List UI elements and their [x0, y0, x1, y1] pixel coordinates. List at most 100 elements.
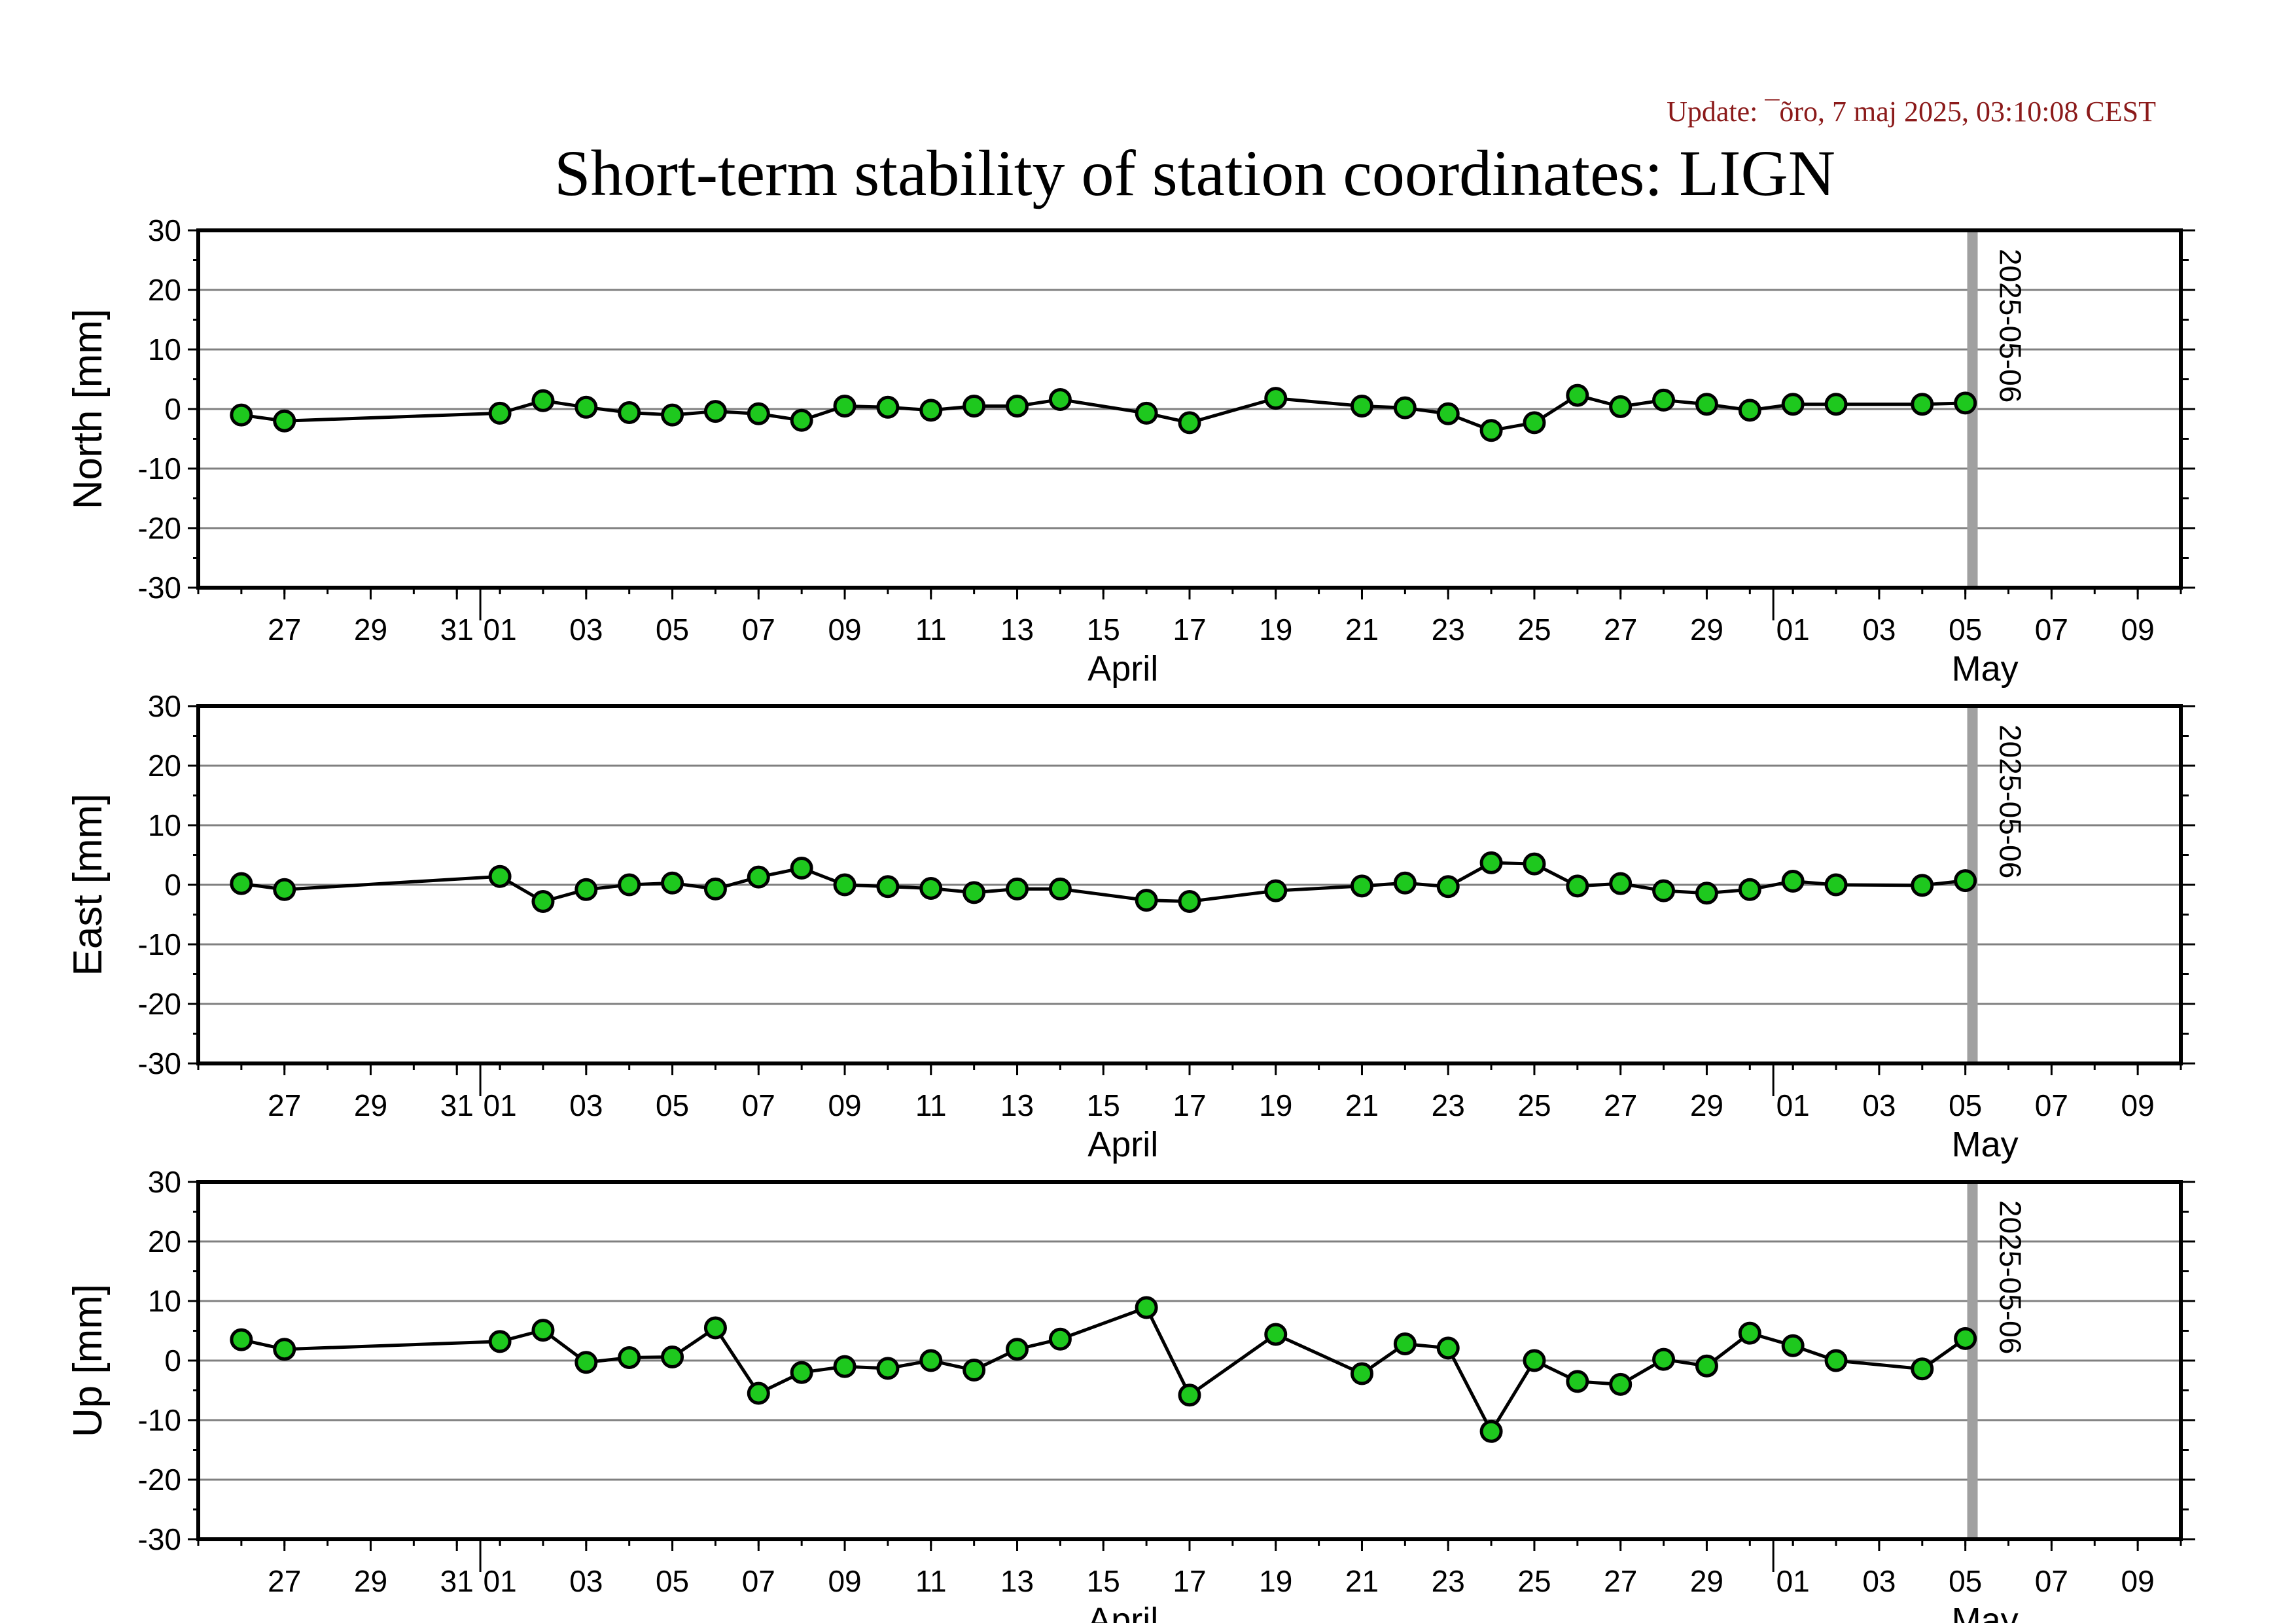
data-point	[1264, 879, 1288, 902]
data-point	[1824, 1349, 1848, 1372]
x-tick-label: 05	[1949, 1088, 1982, 1122]
x-tick-label: 09	[828, 1088, 861, 1122]
x-tick-label: 07	[2035, 1564, 2068, 1598]
data-point	[790, 857, 813, 880]
x-tick-label: 03	[1862, 1564, 1896, 1598]
x-tick-label: 01	[484, 613, 517, 647]
data-point	[876, 395, 900, 419]
plot-frame	[196, 1180, 2183, 1541]
month-label: May	[1952, 649, 2019, 688]
data-point	[230, 872, 253, 895]
x-tick-label: 27	[1604, 1564, 1637, 1598]
x-tick-label: 15	[1087, 1088, 1120, 1122]
month-label: May	[1952, 1125, 2019, 1164]
x-tick-label: 11	[915, 613, 947, 647]
x-tick-label: 15	[1087, 1564, 1120, 1598]
x-tick-label: 29	[354, 613, 387, 647]
y-tick-label: -30	[138, 1046, 181, 1080]
x-tick-label: 05	[656, 1088, 689, 1122]
x-tick-label: 25	[1517, 613, 1551, 647]
x-tick-label: 09	[828, 613, 861, 647]
data-point	[963, 394, 986, 418]
data-point	[1738, 878, 1761, 901]
x-tick-label: 07	[742, 613, 775, 647]
data-point	[1652, 1347, 1676, 1371]
data-point	[1609, 872, 1633, 895]
panel-up: 30 20 10 0 -10 -20 -30 27 29 31 01 03 05 07 09 11 13 15 17…	[65, 1165, 2195, 1623]
data-point	[1695, 1354, 1718, 1378]
data-point	[531, 389, 555, 412]
data-point	[747, 865, 770, 889]
x-tick-label: 07	[742, 1564, 775, 1598]
data-point	[1781, 393, 1805, 416]
data-point	[1135, 401, 1158, 425]
x-tick-label: 31	[440, 1088, 474, 1122]
x-tick-label: 09	[2121, 1088, 2155, 1122]
month-label: April	[1087, 1601, 1158, 1623]
data-point	[1048, 877, 1072, 901]
y-tick-label: 30	[148, 1165, 181, 1199]
date-marker-label: 2025-05-06	[1994, 249, 2028, 402]
data-point	[963, 881, 986, 904]
data-point	[1523, 411, 1546, 435]
data-point	[1566, 874, 1589, 898]
x-tick-label: 07	[742, 1088, 775, 1122]
y-tick-label: 30	[148, 689, 181, 723]
data-point	[1006, 1338, 1029, 1361]
data-point	[1738, 1321, 1761, 1345]
x-tick-label: 19	[1259, 1088, 1292, 1122]
y-tick-label: -10	[138, 1403, 181, 1437]
y-tick-label: -30	[138, 1522, 181, 1556]
data-point	[661, 871, 684, 895]
x-tick-label: 07	[2035, 613, 2068, 647]
data-point	[1350, 1362, 1373, 1385]
data-point	[747, 402, 770, 425]
data-point	[1479, 851, 1503, 874]
data-point	[1264, 387, 1288, 410]
y-tick-label: 0	[164, 392, 181, 426]
data-point	[1652, 879, 1676, 902]
data-point	[1048, 387, 1072, 411]
y-tick-label: 0	[164, 868, 181, 902]
data-point	[1954, 1327, 1977, 1350]
x-tick-label: 21	[1345, 1564, 1379, 1598]
data-point	[1393, 871, 1417, 895]
data-point	[1048, 1327, 1072, 1351]
data-point	[1479, 419, 1503, 442]
data-point	[661, 1346, 684, 1369]
data-point	[790, 408, 813, 432]
data-point	[747, 1382, 770, 1405]
x-tick-label: 01	[1776, 1564, 1810, 1598]
data-point	[230, 403, 253, 427]
data-point	[919, 876, 943, 900]
data-point	[963, 1359, 986, 1382]
y-axis-label: Up [mm]	[65, 1284, 111, 1437]
x-tick-label: 17	[1173, 613, 1206, 647]
data-point	[1781, 1334, 1805, 1357]
plot-frame	[196, 704, 2183, 1065]
data-point	[1436, 1336, 1460, 1360]
x-tick-label: 31	[440, 613, 474, 647]
data-point	[1006, 394, 1029, 418]
data-point	[618, 873, 641, 897]
data-point	[661, 403, 684, 427]
data-point	[1436, 402, 1460, 425]
x-tick-label: 21	[1345, 613, 1379, 647]
x-tick-label: 09	[2121, 613, 2155, 647]
x-tick-label: 17	[1173, 1088, 1206, 1122]
data-point	[1436, 875, 1460, 899]
x-tick-label: 03	[1862, 613, 1896, 647]
x-tick-label: 01	[1776, 613, 1810, 647]
data-point	[1911, 1357, 1934, 1381]
x-tick-label: 23	[1432, 1564, 1465, 1598]
data-point	[273, 878, 296, 901]
panels: 30 20 10 0 -10 -20 -30 27 29 31 01 03 05 07 09 11 13 15 17…	[65, 213, 2195, 1623]
x-tick-label: 21	[1345, 1088, 1379, 1122]
data-point	[833, 394, 857, 418]
update-timestamp: Update: ¯õro, 7 maj 2025, 03:10:08 CEST	[1667, 96, 2156, 128]
x-tick-label: 27	[268, 1564, 301, 1598]
data-point	[1135, 1296, 1158, 1319]
x-tick-label: 01	[1776, 1088, 1810, 1122]
y-tick-label: 20	[148, 1224, 181, 1258]
data-point	[618, 1346, 641, 1369]
